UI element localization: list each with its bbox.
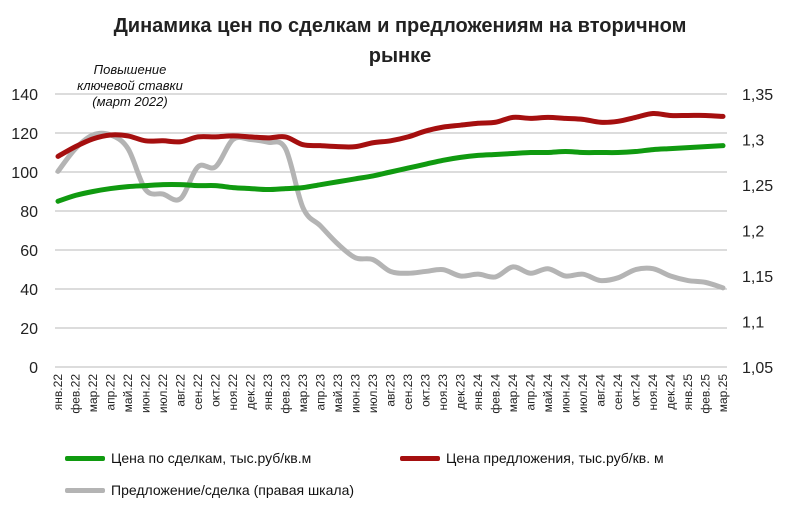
x-tick-label: авг.22	[174, 374, 188, 407]
x-tick-label: мар.22	[86, 374, 100, 413]
x-tick-label: сен.23	[401, 374, 415, 410]
legend-item-offers: Цена предложения, тыс.руб/кв. м	[400, 450, 664, 466]
x-tick-label: апр.23	[314, 374, 328, 411]
x-tick-label: фев.24	[489, 374, 503, 414]
x-tick-label: сен.24	[611, 374, 625, 410]
y-right-tick-label: 1,15	[742, 269, 773, 286]
x-tick-label: янв.23	[261, 374, 275, 411]
y-left-tick-label: 140	[11, 87, 38, 104]
legend-label: Предложение/сделка (правая шкала)	[111, 482, 355, 498]
x-tick-label: мар.25	[716, 374, 730, 413]
legend-item-deals: Цена по сделкам, тыс.руб/кв.м	[65, 450, 311, 466]
y-right-tick-label: 1,25	[742, 178, 773, 195]
x-tick-label: янв.25	[681, 374, 695, 411]
annotation-key-rate: Повышение ключевой ставки (март 2022)	[60, 62, 200, 110]
y-right-tick-label: 1,1	[742, 315, 764, 332]
x-tick-label: фев.25	[699, 374, 713, 414]
x-tick-label: июн.24	[559, 374, 573, 413]
y-left-tick-label: 80	[20, 204, 38, 221]
legend-label: Цена по сделкам, тыс.руб/кв.м	[111, 450, 312, 466]
x-tick-label: мар.23	[296, 374, 310, 413]
x-tick-label: авг.24	[594, 374, 608, 407]
legend-swatch	[400, 455, 440, 461]
x-tick-label: фев.23	[279, 374, 293, 414]
legend-label: Цена предложения, тыс.руб/кв. м	[446, 450, 664, 466]
annotation-line: (март 2022)	[92, 94, 168, 109]
x-tick-label: янв.22	[51, 374, 65, 411]
x-tick-label: май.23	[331, 374, 345, 413]
x-tick-label: мар.24	[506, 374, 520, 413]
x-tick-label: май.24	[541, 374, 555, 413]
series-line-1	[55, 110, 726, 159]
x-tick-label: ноя.24	[646, 374, 660, 411]
x-tick-label: авг.23	[384, 374, 398, 407]
y-right-tick-label: 1,2	[742, 224, 764, 241]
legend-item-ratio: Предложение/сделка (правая шкала)	[65, 482, 354, 498]
x-tick-label: дек.23	[454, 374, 468, 410]
x-tick-label: июн.23	[349, 374, 363, 413]
legend-swatch	[65, 487, 105, 493]
x-tick-label: окт.22	[209, 374, 223, 407]
x-tick-label: фев.22	[69, 374, 83, 414]
chart-title-line1: Динамика цен по сделкам и предложениям н…	[113, 15, 687, 37]
x-tick-label: июл.24	[576, 374, 590, 413]
y-left-tick-label: 20	[20, 321, 38, 338]
x-tick-label: ноя.22	[226, 374, 240, 411]
series-line-0	[55, 143, 726, 204]
x-tick-label: янв.24	[471, 374, 485, 411]
y-left-tick-label: 40	[20, 282, 38, 299]
y-right-tick-label: 1,35	[742, 87, 773, 104]
x-tick-label: июн.22	[139, 374, 153, 413]
x-tick-label: апр.24	[524, 374, 538, 411]
y-left-tick-label: 0	[29, 360, 38, 377]
x-tick-label: дек.22	[244, 374, 258, 410]
x-tick-label: дек.24	[664, 374, 678, 410]
x-tick-label: апр.22	[104, 374, 118, 411]
chart-title-line2: рынке	[368, 45, 432, 67]
y-left-tick-label: 60	[20, 243, 38, 260]
annotation-line: Повышение	[93, 62, 167, 77]
y-right-tick-label: 1,05	[742, 360, 773, 377]
y-left-tick-label: 100	[11, 165, 38, 182]
series-line-2	[55, 130, 726, 291]
x-tick-label: июл.22	[156, 374, 170, 413]
x-tick-label: окт.23	[419, 374, 433, 407]
y-right-tick-label: 1,3	[742, 133, 764, 150]
x-tick-label: ноя.23	[436, 374, 450, 411]
x-tick-label: окт.24	[629, 374, 643, 407]
y-left-tick-label: 120	[11, 126, 38, 143]
legend-swatch	[65, 455, 105, 461]
x-tick-label: май.22	[121, 374, 135, 413]
annotation-line: ключевой ставки	[77, 78, 183, 93]
x-tick-label: июл.23	[366, 374, 380, 413]
x-tick-label: сен.22	[191, 374, 205, 410]
